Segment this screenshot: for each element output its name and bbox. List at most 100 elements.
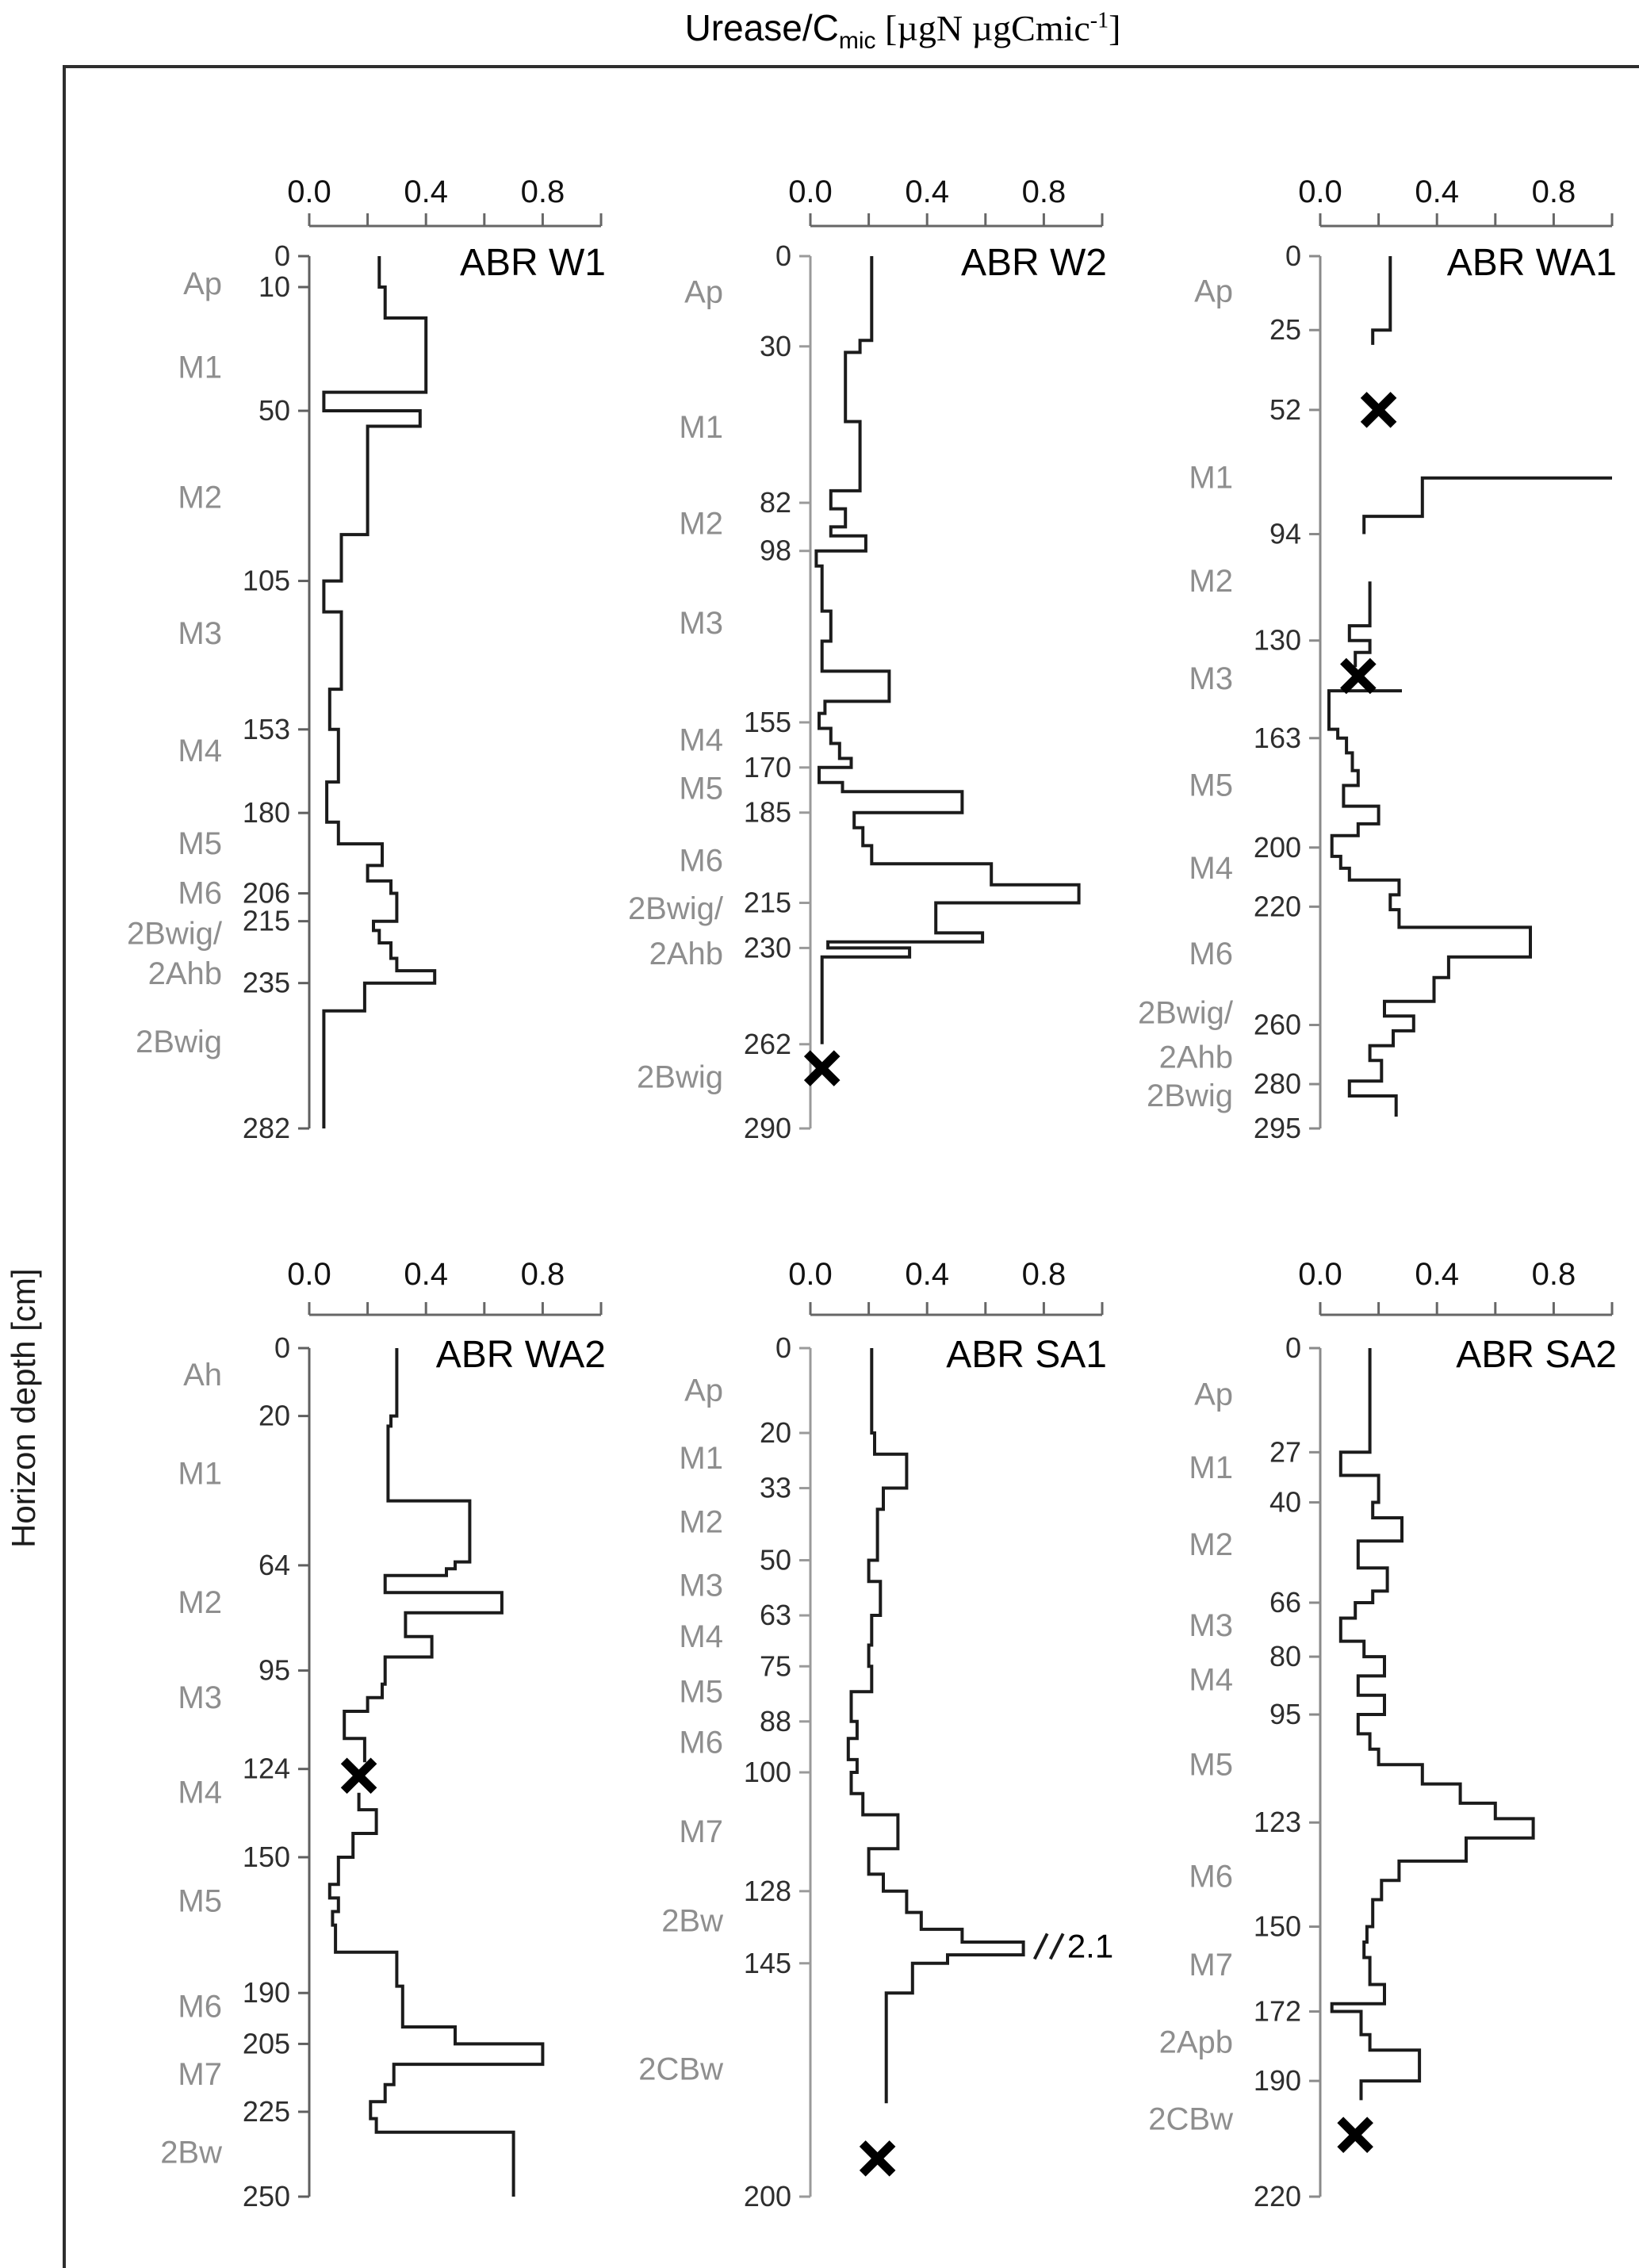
horizon-label: 2CBw <box>1148 2102 1233 2137</box>
depth-tick-label: 0 <box>775 1331 791 1364</box>
horizon-label: 2Ahb <box>1159 1040 1233 1075</box>
depth-tick-label: 40 <box>1269 1486 1301 1519</box>
horizon-label: M5 <box>679 771 723 806</box>
horizon-label: M3 <box>679 606 723 641</box>
horizon-label: M3 <box>178 616 222 651</box>
depth-tick-label: 123 <box>1254 1806 1301 1838</box>
horizon-label: M5 <box>178 826 222 861</box>
horizon-label: Ap <box>183 266 222 301</box>
depth-tick-label: 200 <box>744 2180 791 2212</box>
horizon-label: M6 <box>1189 937 1233 971</box>
depth-tick-label: 190 <box>243 1976 290 2009</box>
missing-sample-marker <box>803 1050 841 1086</box>
x-axis-tick-label: 0.4 <box>905 174 949 209</box>
depth-tick-label: 20 <box>258 1400 290 1432</box>
x-axis-tick-label: 0.8 <box>1022 174 1066 209</box>
depth-tick-label: 52 <box>1269 393 1301 426</box>
panel-sa2: 0.0 0.4 0.8 0 27 40 66 80 95 123 150 172 190 220 Ap M1 M… <box>1148 1257 1617 2212</box>
horizon-label: M4 <box>178 734 222 768</box>
frame-top-border <box>63 65 1639 68</box>
horizon-label: 2Bw <box>160 2135 222 2170</box>
x-axis-tick-label: 0.8 <box>521 1257 565 1292</box>
horizon-label: M4 <box>1189 851 1233 886</box>
horizon-label: Ap <box>684 275 723 310</box>
panel-title: ABR W1 <box>460 242 606 284</box>
horizon-label: M6 <box>178 876 222 911</box>
depth-tick-label: 20 <box>760 1416 791 1449</box>
depth-tick-label: 230 <box>744 931 791 964</box>
x-axis-tick-label: 0.4 <box>404 1257 448 1292</box>
x-axis-tick-label: 0.4 <box>1415 1257 1459 1292</box>
depth-tick-label: 205 <box>243 2027 290 2059</box>
x-mark-stroke <box>340 1757 377 1795</box>
title-units: [µgN µgCmic <box>875 8 1090 48</box>
depth-tick-label: 235 <box>243 967 290 999</box>
depth-tick-label: 295 <box>1254 1112 1301 1144</box>
depth-tick-label: 63 <box>760 1599 791 1631</box>
depth-tick-label: 225 <box>243 2095 290 2128</box>
missing-sample-marker <box>859 2140 896 2177</box>
x-mark-stroke <box>859 2140 896 2177</box>
title-units-exponent: -1 <box>1089 8 1109 33</box>
horizon-label: 2CBw <box>638 2052 723 2087</box>
horizon-label: Ah <box>183 1358 222 1393</box>
horizon-label: M7 <box>1189 1948 1233 1983</box>
horizon-label: M6 <box>679 1726 723 1760</box>
panel-title: ABR SA1 <box>946 1334 1107 1376</box>
horizon-label: M7 <box>178 2057 222 2092</box>
depth-tick-label: 75 <box>760 1649 791 1682</box>
panel-wa1: 0.0 0.4 0.8 0 25 52 94 130 163 200 220 260 280 295 Ap M… <box>1138 174 1617 1144</box>
horizon-label: M5 <box>679 1674 723 1709</box>
x-axis-tick-label: 0.4 <box>905 1257 949 1292</box>
horizon-label: M4 <box>178 1776 222 1810</box>
axis-break-value-label: 2.1 <box>1067 1927 1113 1964</box>
depth-tick-label: 180 <box>243 796 290 829</box>
x-axis-tick-label: 0.0 <box>1298 174 1342 209</box>
depth-tick-label: 0 <box>1285 239 1301 272</box>
x-axis-tick-label: 0.8 <box>1532 174 1576 209</box>
depth-tick-label: 80 <box>1269 1640 1301 1672</box>
depth-tick-label: 250 <box>243 2180 290 2212</box>
profile-line <box>343 1348 504 1763</box>
depth-tick-label: 282 <box>243 1112 290 1144</box>
depth-tick-label: 50 <box>258 394 290 427</box>
horizon-label: Ap <box>1194 1377 1233 1412</box>
depth-tick-label: 66 <box>1269 1586 1301 1619</box>
depth-tick-label: 0 <box>775 239 791 272</box>
horizon-label: M6 <box>679 843 723 878</box>
x-axis-tick-label: 0.0 <box>788 1257 833 1292</box>
horizon-label: M2 <box>178 480 222 515</box>
x-axis-tick-label: 0.8 <box>1532 1257 1576 1292</box>
depth-tick-label: 94 <box>1269 518 1301 550</box>
depth-tick-label: 220 <box>1254 890 1301 922</box>
depth-tick-label: 100 <box>744 1756 791 1788</box>
horizon-label: M2 <box>1189 1527 1233 1562</box>
x-mark-stroke <box>1337 2117 1373 2153</box>
depth-tick-label: 124 <box>243 1753 290 1785</box>
x-mark-stroke <box>1340 657 1377 695</box>
x-mark-stroke <box>1360 392 1397 428</box>
horizon-label: 2Bwig/ <box>628 891 724 926</box>
profile-line <box>1371 256 1392 345</box>
depth-tick-label: 190 <box>1254 2064 1301 2097</box>
depth-tick-label: 105 <box>243 565 290 597</box>
horizon-label: M2 <box>178 1585 222 1620</box>
x-axis-tick-label: 0.8 <box>521 174 565 209</box>
depth-tick-label: 290 <box>744 1112 791 1144</box>
profile-line <box>1330 1348 1535 2101</box>
depth-tick-label: 163 <box>1254 722 1301 754</box>
depth-tick-label: 215 <box>243 905 290 937</box>
horizon-label: 2Bw <box>661 1903 723 1938</box>
profile-line <box>322 256 437 1128</box>
profile-line <box>846 1348 1025 2104</box>
depth-tick-label: 128 <box>744 1875 791 1907</box>
horizon-label: M1 <box>178 350 222 385</box>
depth-tick-label: 98 <box>760 534 791 567</box>
horizon-label: M1 <box>679 410 723 445</box>
title-prefix: Urease/C <box>684 7 839 48</box>
depth-tick-label: 82 <box>760 486 791 519</box>
depth-tick-label: 220 <box>1254 2180 1301 2212</box>
depth-tick-label: 145 <box>744 1947 791 1979</box>
horizon-label: M1 <box>1189 461 1233 496</box>
horizon-label: M5 <box>178 1884 222 1919</box>
